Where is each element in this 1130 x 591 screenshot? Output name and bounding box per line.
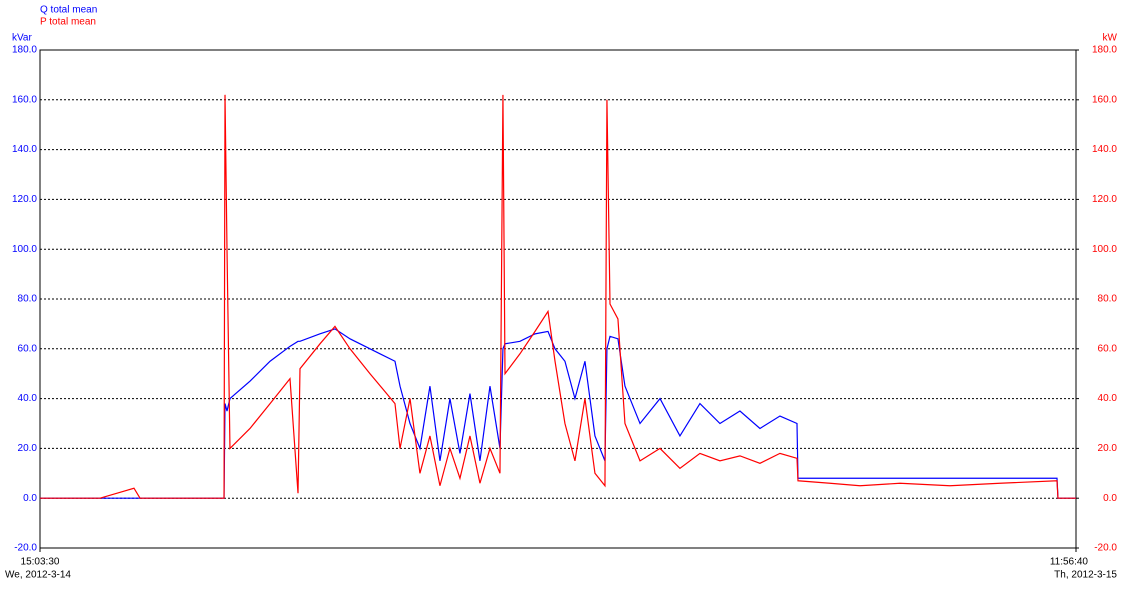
y2-tick-label: -20.0 [1094,543,1117,554]
y-tick-label: 160.0 [12,94,37,105]
y2-tick-label: 120.0 [1092,194,1117,205]
series-line [40,94,1076,499]
y-tick-label: 0.0 [23,493,37,504]
plot-frame [39,49,1077,549]
y2-tick-label: 0.0 [1103,493,1117,504]
y2-tick-label: 180.0 [1092,45,1117,56]
legend-entry: Q total mean [40,5,97,16]
y2-tick-label: 160.0 [1092,94,1117,105]
y-axis-unit: kVar [12,33,32,44]
y-tick-label: 140.0 [12,144,37,155]
legend-entry: P total mean [40,17,96,28]
y-tick-label: 120.0 [12,194,37,205]
y2-tick-label: 20.0 [1098,443,1118,454]
y2-axis-unit: kW [1103,33,1118,44]
y2-tick-label: 100.0 [1092,244,1117,255]
x-tick-label: 11:56:40 [1050,557,1089,568]
x-tick-day: Th, 2012-3-15 [1054,570,1117,581]
x-tick-label: 15:03:30 [21,557,60,568]
y-tick-label: -20.0 [14,543,37,554]
y-tick-label: 80.0 [18,294,38,305]
y-tick-label: 100.0 [12,244,37,255]
y-tick-label: 60.0 [18,343,38,354]
y2-tick-label: 40.0 [1098,393,1118,404]
y-tick-label: 180.0 [12,45,37,56]
y-tick-label: 20.0 [18,443,38,454]
y-tick-label: 40.0 [18,393,38,404]
y2-tick-label: 140.0 [1092,144,1117,155]
y2-tick-label: 60.0 [1098,343,1118,354]
x-tick-day: We, 2012-3-14 [5,570,71,581]
series-line [40,328,1076,499]
y2-tick-label: 80.0 [1098,294,1118,305]
